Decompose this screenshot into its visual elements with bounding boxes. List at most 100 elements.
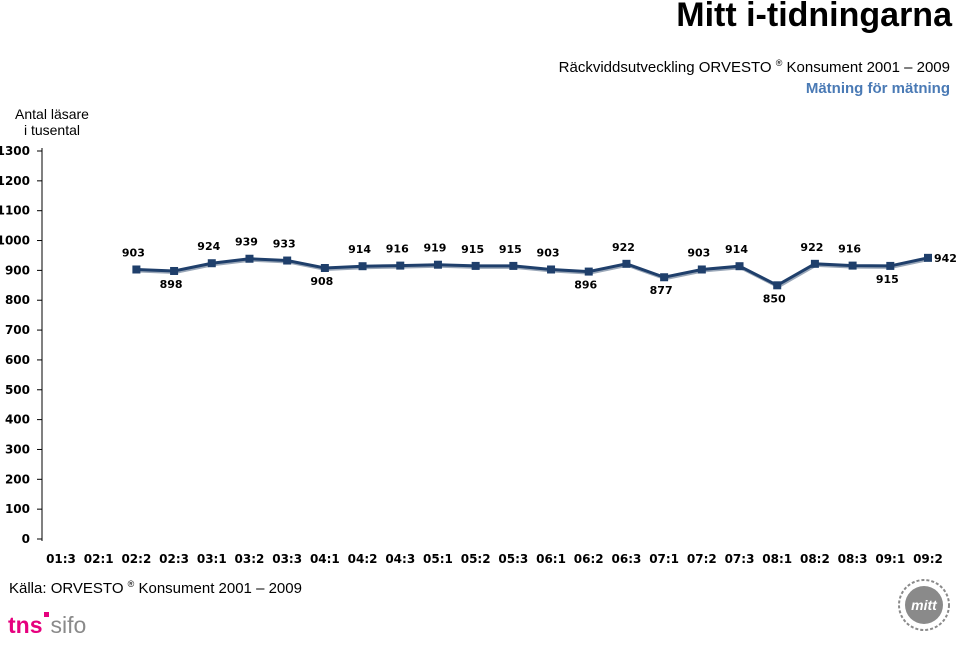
data-point (773, 281, 782, 290)
data-point (924, 253, 932, 262)
data-label: 915 (461, 243, 484, 256)
y-tick-label: 800 (5, 293, 30, 307)
data-label: 903 (122, 246, 145, 259)
data-label: 915 (876, 273, 899, 286)
x-tick-label: 04:1 (310, 552, 340, 566)
data-point (886, 261, 895, 270)
x-tick-label: 03:3 (272, 552, 302, 566)
x-tick-label: 06:2 (574, 552, 604, 566)
source-end: Konsument 2001 – 2009 (134, 580, 302, 597)
data-point (697, 265, 706, 274)
subtitle-end: Konsument 2001 – 2009 (782, 59, 950, 76)
y-tick-label: 200 (5, 472, 30, 486)
data-label: 919 (423, 242, 446, 255)
x-tick-label: 08:2 (800, 552, 830, 566)
x-tick-label: 09:2 (913, 552, 943, 566)
y-tick-label: 300 (5, 442, 30, 456)
data-point (358, 262, 367, 271)
x-tick-label: 08:3 (838, 552, 868, 566)
x-tick-label: 03:1 (197, 552, 227, 566)
y-axis-label-line1: Antal läsare (15, 106, 89, 122)
data-label: 898 (160, 278, 183, 291)
x-tick-label: 07:1 (649, 552, 679, 566)
data-point (396, 261, 405, 270)
data-label: 924 (197, 240, 220, 253)
source-main: Källa: ORVESTO (9, 580, 124, 597)
x-tick-label: 05:1 (423, 552, 453, 566)
data-label: 922 (800, 241, 823, 254)
y-tick-label: 1100 (0, 204, 30, 218)
x-tick-label: 07:3 (725, 552, 755, 566)
x-tick-label: 09:1 (875, 552, 905, 566)
series-line (136, 256, 929, 288)
chart-subtitle-measurement: Mätning för mätning (805, 80, 950, 97)
page-title: Mitt i-tidningarna (676, 0, 952, 34)
data-label: 933 (273, 238, 296, 251)
data-label: 903 (537, 246, 560, 259)
data-point (132, 265, 141, 274)
sifo-logo-text: sifo (50, 612, 87, 638)
x-tick-label: 08:1 (762, 552, 792, 566)
chart-subtitle: Räckviddsutveckling ORVESTO ® Konsument … (559, 58, 950, 76)
y-tick-label: 900 (5, 263, 30, 277)
x-tick-label: 06:3 (612, 552, 642, 566)
data-label: 914 (348, 243, 371, 256)
registered-mark: ® (775, 58, 783, 68)
data-point (170, 266, 179, 275)
source-note: Källa: ORVESTO ® Konsument 2001 – 2009 (9, 579, 302, 597)
y-tick-label: 500 (5, 383, 30, 397)
data-point (660, 273, 669, 282)
data-point (810, 259, 819, 268)
x-tick-label: 02:1 (84, 552, 114, 566)
x-tick-label: 07:2 (687, 552, 717, 566)
x-tick-label: 04:3 (385, 552, 415, 566)
data-label: 916 (838, 243, 861, 256)
y-tick-label: 700 (5, 323, 30, 337)
x-tick-label: 05:3 (498, 552, 528, 566)
subtitle-main: Räckviddsutveckling ORVESTO (558, 59, 772, 76)
data-point (848, 261, 857, 270)
data-point (283, 256, 292, 265)
data-label: 908 (310, 275, 333, 288)
data-point (547, 265, 556, 274)
tns-logo-text: tns (8, 612, 43, 638)
y-tick-label: 0 (22, 532, 30, 546)
data-point (320, 263, 329, 272)
data-label: 942 (934, 252, 957, 265)
y-tick-label: 1300 (0, 144, 30, 158)
line-chart: 0 100 200 300 400 500 600 700 800 900 1000 1100 1200… (0, 144, 957, 566)
badge-text: mitt (911, 597, 938, 613)
x-tick-label: 01:3 (46, 552, 76, 566)
tns-sifo-logo: tns sifo (8, 612, 86, 639)
y-tick-label: 400 (5, 413, 30, 427)
y-tick-label: 1000 (0, 234, 30, 248)
data-label: 915 (499, 243, 522, 256)
x-tick-label: 06:1 (536, 552, 566, 566)
data-point (735, 262, 744, 271)
x-tick-label: 04:2 (348, 552, 378, 566)
y-axis-label-line2: i tusental (23, 122, 81, 138)
data-label: 939 (235, 236, 258, 249)
series-line-shadow (137, 258, 930, 289)
x-tick-label: 03:2 (235, 552, 265, 566)
y-tick-label: 1200 (0, 174, 30, 188)
data-point (584, 267, 593, 276)
data-label: 916 (386, 243, 409, 256)
data-point (622, 259, 631, 268)
data-label: 877 (650, 284, 673, 297)
tns-logo-mark (43, 612, 49, 617)
mitt-badge-logo: mitt (898, 579, 950, 631)
data-point (245, 254, 254, 263)
data-label: 896 (574, 279, 597, 292)
data-point (471, 261, 480, 270)
y-axis-label: Antal läsare i tusental (0, 106, 104, 138)
y-tick-label: 600 (5, 353, 30, 367)
data-label: 850 (763, 292, 786, 305)
y-tick-label: 100 (5, 502, 30, 516)
data-label: 903 (687, 246, 710, 259)
x-tick-label: 05:2 (461, 552, 491, 566)
data-point (509, 261, 518, 270)
data-point (433, 260, 442, 269)
source-registered-mark: ® (127, 579, 135, 589)
x-tick-label: 02:2 (121, 552, 151, 566)
